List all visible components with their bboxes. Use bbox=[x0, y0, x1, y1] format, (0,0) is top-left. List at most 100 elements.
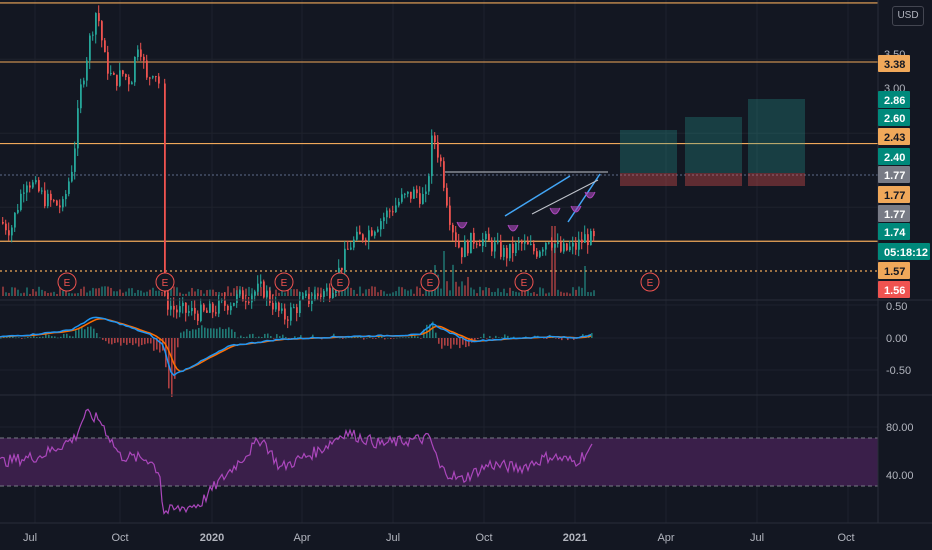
volume-bar bbox=[419, 287, 421, 296]
macd-histogram-bar bbox=[543, 338, 545, 339]
volume-bar bbox=[308, 286, 310, 296]
macd-histogram-bar bbox=[171, 338, 173, 397]
macd-histogram-bar bbox=[396, 337, 398, 339]
projection-loss-box bbox=[748, 173, 805, 186]
macd-histogram-bar bbox=[0, 338, 2, 339]
candle-body bbox=[74, 148, 76, 172]
volume-bar bbox=[563, 292, 565, 296]
candle-body bbox=[380, 221, 382, 230]
candle-body bbox=[422, 194, 424, 204]
time-axis-tick: Oct bbox=[475, 532, 492, 544]
macd-histogram-bar bbox=[204, 327, 206, 338]
volume-bar bbox=[248, 286, 250, 296]
candle-body bbox=[467, 241, 469, 254]
macd-histogram-bar bbox=[48, 334, 50, 338]
macd-histogram-bar bbox=[297, 337, 299, 338]
volume-bar bbox=[140, 290, 142, 296]
candle-body bbox=[155, 76, 157, 78]
price-axis[interactable]: 43.503.003.382.862.602.432.401.771.771.7… bbox=[878, 13, 930, 298]
macd-histogram-bar bbox=[210, 328, 212, 338]
candle-body bbox=[143, 56, 145, 61]
candle-body bbox=[386, 210, 388, 218]
candle-body bbox=[416, 189, 418, 194]
volume-bar bbox=[365, 289, 367, 296]
macd-histogram-bar bbox=[501, 337, 503, 338]
volume-bar bbox=[137, 289, 139, 296]
candle-body bbox=[320, 295, 322, 297]
price-tag-label: 2.86 bbox=[884, 95, 905, 107]
candle-body bbox=[395, 205, 397, 213]
macd-histogram-bar bbox=[249, 334, 251, 338]
candle-body bbox=[92, 34, 94, 36]
candle-body bbox=[542, 249, 544, 252]
candle-body bbox=[545, 243, 547, 250]
time-axis[interactable]: Jul Oct 2020 Apr Jul Oct 2021 Apr Jul Oct bbox=[23, 532, 855, 544]
candle-body bbox=[551, 242, 553, 248]
pattern-drawings[interactable] bbox=[445, 171, 608, 232]
volume-bar bbox=[395, 291, 397, 296]
candle-body bbox=[578, 239, 580, 250]
volume-bar bbox=[68, 292, 70, 296]
macd-histogram-bar bbox=[138, 338, 140, 347]
price-tag bbox=[878, 166, 910, 183]
time-axis-tick: 2020 bbox=[200, 532, 224, 544]
macd-histogram-bar bbox=[69, 335, 71, 338]
price-tag-label: 3.38 bbox=[884, 59, 905, 71]
candle-body bbox=[377, 229, 379, 232]
volume-bar bbox=[227, 286, 229, 296]
macd-histogram-bar bbox=[177, 338, 179, 348]
volume-bar bbox=[491, 292, 493, 296]
candle-body bbox=[524, 241, 526, 244]
earnings-icon bbox=[155, 272, 175, 292]
macd-histogram-bar bbox=[285, 336, 287, 338]
macd-histogram-bar bbox=[342, 338, 344, 339]
macd-histogram-bar bbox=[495, 335, 497, 338]
macd-histogram-bar bbox=[411, 334, 413, 338]
volume-bar bbox=[65, 287, 67, 296]
candle-body bbox=[563, 243, 565, 252]
volume-bar bbox=[158, 290, 160, 296]
macd-histogram-bar bbox=[486, 338, 488, 339]
volume-bar bbox=[392, 292, 394, 296]
pattern-cup-marker bbox=[584, 191, 596, 199]
candle-body bbox=[581, 239, 583, 243]
candle-body bbox=[230, 305, 232, 311]
candle-body bbox=[311, 300, 313, 305]
volume-bar bbox=[509, 287, 511, 296]
macd-histogram-bar bbox=[279, 336, 281, 338]
candle-body bbox=[521, 241, 523, 244]
macd-histogram-bar bbox=[366, 337, 368, 339]
candle-body bbox=[20, 193, 22, 210]
volume-bar bbox=[446, 281, 448, 296]
macd-histogram-bar bbox=[492, 338, 494, 339]
currency-badge[interactable]: USD bbox=[892, 6, 924, 26]
volume-bar bbox=[89, 290, 91, 296]
candle-body bbox=[14, 212, 16, 228]
candle-body bbox=[194, 307, 196, 314]
candle-body bbox=[209, 303, 211, 313]
volume-bar bbox=[38, 286, 40, 296]
candle-body bbox=[248, 301, 250, 303]
time-axis-tick: Apr bbox=[657, 532, 674, 544]
candle-body bbox=[428, 176, 430, 192]
volume-bar bbox=[536, 293, 538, 296]
macd-histogram-bar bbox=[393, 338, 395, 339]
candle-body bbox=[365, 239, 367, 241]
candle-body bbox=[146, 60, 148, 78]
candle-body bbox=[398, 201, 400, 206]
candle-body bbox=[440, 157, 442, 162]
candle-body bbox=[353, 239, 355, 248]
volume-bar bbox=[545, 293, 547, 296]
volume-bar bbox=[218, 291, 220, 296]
candle-body bbox=[158, 76, 160, 84]
volume-bar bbox=[191, 287, 193, 296]
volume-bar bbox=[455, 281, 457, 296]
macd-histogram-bar bbox=[372, 338, 374, 339]
candle-body bbox=[305, 294, 307, 296]
macd-histogram-bar bbox=[573, 338, 575, 340]
volume-bar bbox=[5, 292, 7, 296]
macd-histogram-bar bbox=[144, 338, 146, 345]
candle-body bbox=[188, 311, 190, 313]
